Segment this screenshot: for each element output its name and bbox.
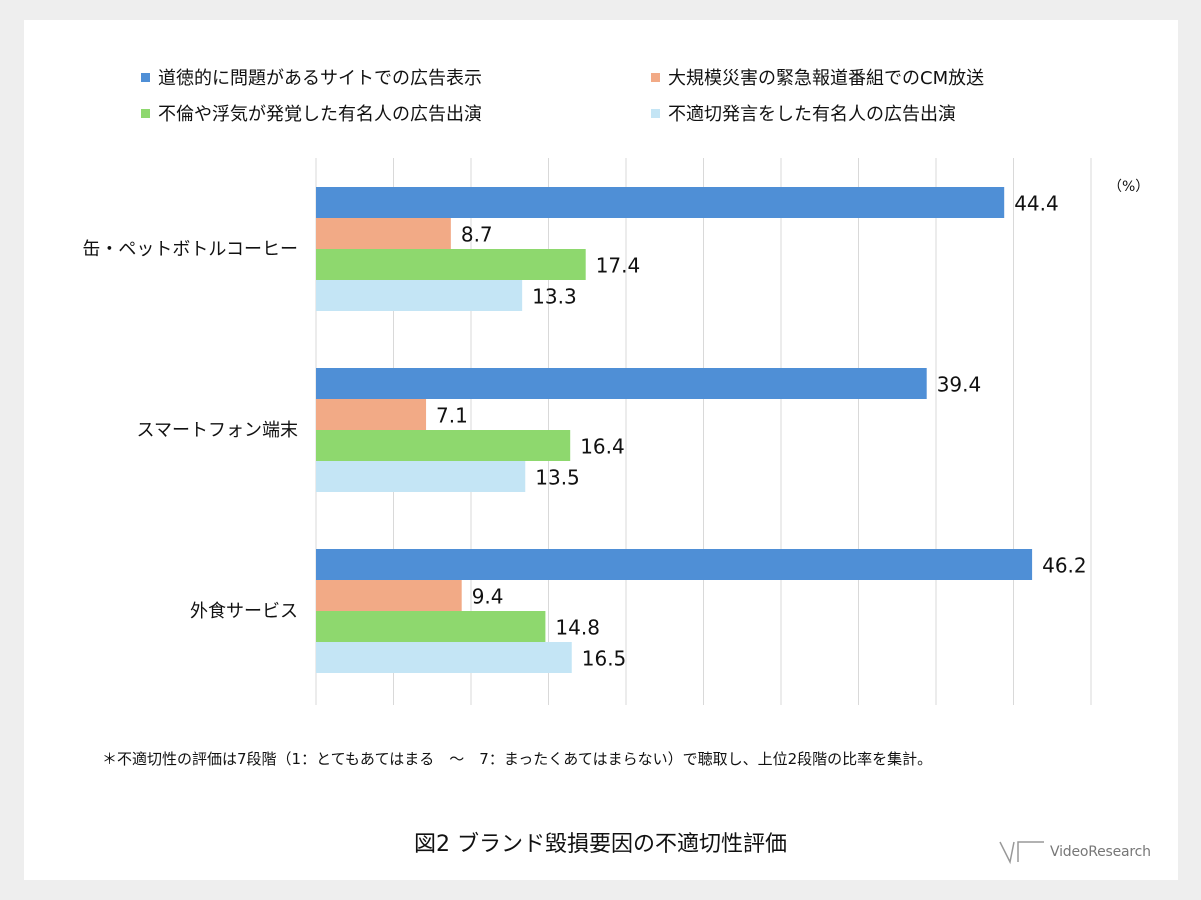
- legend-label: 大規模災害の緊急報道番組でのCM放送: [668, 68, 985, 89]
- legend-swatch: [141, 108, 150, 118]
- bar: [316, 642, 572, 673]
- data-label: 39.4: [937, 373, 982, 397]
- legend: 道徳的に問題があるサイトでの広告表示 大規模災害の緊急報道番組でのCM放送 不倫…: [0, 0, 1201, 125]
- legend-item: 不倫や浮気が発覚した有名人の広告出演: [141, 100, 482, 126]
- legend-label: 不適切発言をした有名人の広告出演: [668, 104, 956, 125]
- data-label: 14.8: [555, 616, 600, 640]
- data-label: 17.4: [596, 254, 641, 278]
- logo-text: VideoResearch: [1050, 844, 1151, 860]
- bar: [316, 218, 451, 249]
- data-label: 44.4: [1014, 192, 1059, 216]
- logo: VideoResearch: [998, 838, 1151, 866]
- legend-item: 不適切発言をした有名人の広告出演: [651, 100, 956, 126]
- legend-swatch: [141, 72, 150, 82]
- bar: [316, 549, 1033, 580]
- category-label: 外食サービス: [190, 601, 298, 622]
- bar: [316, 580, 462, 611]
- legend-label: 不倫や浮気が発覚した有名人の広告出演: [158, 104, 482, 125]
- legend-swatch: [651, 108, 660, 118]
- bar: [316, 187, 1005, 218]
- data-label: 13.5: [535, 466, 580, 490]
- data-label: 16.4: [580, 435, 625, 459]
- legend-swatch: [651, 72, 660, 82]
- data-label: 7.1: [436, 404, 468, 428]
- data-label: 13.3: [532, 285, 577, 309]
- bar: [316, 249, 586, 280]
- footnote: ＊不適切性の評価は7段階（1：とてもあてはまる ～ 7：まったくあてはまらない）…: [102, 750, 933, 768]
- bar: [316, 280, 523, 311]
- figure-title: 図2 ブランド毀損要因の不適切性評価: [414, 832, 787, 857]
- bar: [316, 461, 526, 492]
- logo-mark-icon: [999, 841, 1044, 865]
- data-label: 9.4: [472, 585, 504, 609]
- legend-label: 道徳的に問題があるサイトでの広告表示: [158, 68, 482, 89]
- bar: [316, 399, 427, 430]
- category-label: スマートフォン端末: [137, 420, 298, 441]
- legend-item: 大規模災害の緊急報道番組でのCM放送: [651, 64, 984, 90]
- bar: [316, 611, 546, 642]
- data-label: 8.7: [461, 223, 493, 247]
- bar: [316, 430, 571, 461]
- legend-item: 道徳的に問題があるサイトでの広告表示: [141, 64, 482, 90]
- data-label: 16.5: [582, 647, 627, 671]
- bar: [316, 368, 927, 399]
- data-label: 46.2: [1042, 554, 1087, 578]
- unit-label: （%）: [1108, 179, 1150, 195]
- category-label: 缶・ペットボトルコーヒー: [82, 239, 298, 260]
- chart-panel: [24, 20, 1178, 880]
